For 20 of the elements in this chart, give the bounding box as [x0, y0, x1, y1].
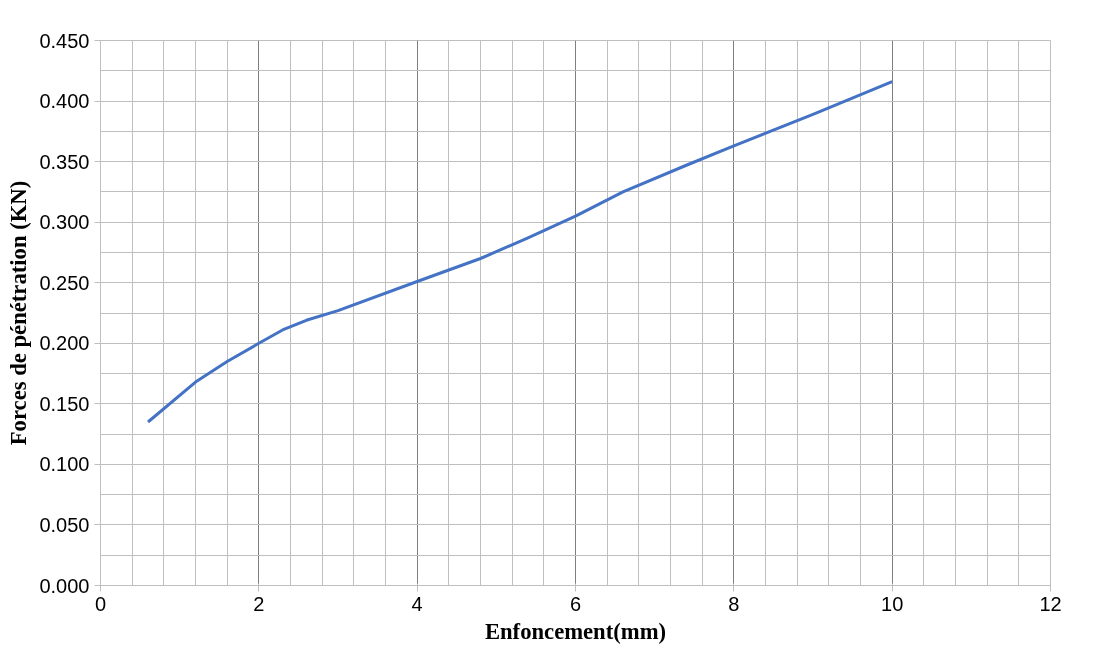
y-tick-label: 0.300: [39, 211, 90, 234]
y-tick-label: 0.150: [39, 392, 90, 415]
x-tick-label: 2: [253, 592, 265, 615]
x-tick-label: 10: [881, 592, 904, 615]
y-axis-title: Forces de pénétration (KN): [6, 180, 32, 446]
y-tick-label: 0.000: [39, 574, 90, 597]
x-axis-title: Enfoncement(mm): [484, 618, 667, 644]
y-tick-label: 0.200: [39, 332, 90, 355]
line-series: [146, 80, 894, 424]
y-tick-label: 0.400: [39, 90, 90, 113]
y-tick-label: 0.450: [39, 29, 90, 52]
y-tick-label: 0.350: [39, 150, 90, 173]
y-tick-label: 0.050: [39, 513, 90, 536]
y-tick-label: 0.100: [39, 453, 90, 476]
x-tick-label: 12: [1039, 592, 1062, 615]
y-tick-label: 0.250: [39, 271, 90, 294]
x-tick-label: 4: [411, 592, 423, 615]
x-tick-label: 8: [728, 592, 740, 615]
x-tick-label: 0: [94, 592, 107, 615]
x-tick-label: 6: [569, 592, 582, 615]
